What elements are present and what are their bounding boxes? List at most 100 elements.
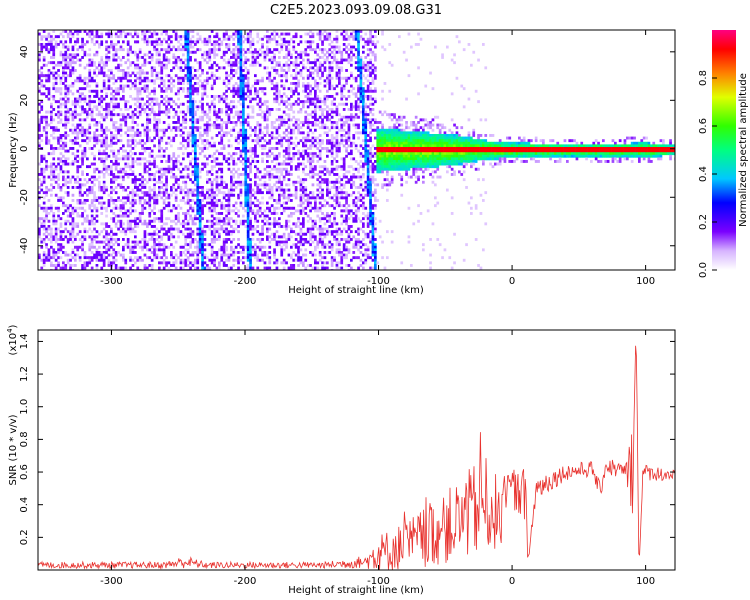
spectrogram-cell bbox=[86, 188, 89, 192]
spectrogram-cell bbox=[287, 50, 291, 54]
spectrogram-cell bbox=[213, 227, 216, 231]
spectrogram-cell bbox=[174, 162, 178, 166]
spectrogram-cell bbox=[172, 227, 176, 231]
spectrogram-cell bbox=[263, 222, 267, 226]
spectrogram-cell bbox=[182, 102, 185, 106]
spectrogram-cell bbox=[90, 118, 94, 122]
spectrogram-cell bbox=[86, 76, 89, 80]
spectrogram-cell bbox=[186, 61, 190, 65]
spectrogram-cell bbox=[110, 186, 113, 189]
spectrogram-cell bbox=[311, 183, 315, 187]
spectrogram-cell bbox=[66, 97, 70, 101]
spectrogram-cell bbox=[167, 170, 171, 174]
spectrogram-cell bbox=[57, 256, 60, 260]
spectrogram-cell bbox=[186, 167, 190, 171]
spectrogram-cell bbox=[134, 178, 137, 182]
spectrogram-cell bbox=[54, 89, 58, 93]
spectrogram-cell bbox=[150, 245, 154, 249]
spectrogram-cell bbox=[239, 63, 243, 67]
spectrogram-cell bbox=[254, 251, 257, 254]
spectrogram-cell bbox=[107, 173, 111, 176]
spectrogram-cell bbox=[249, 222, 252, 226]
spectrogram-cell bbox=[210, 225, 214, 228]
spectrogram-cell bbox=[220, 183, 224, 187]
spectrogram-cell bbox=[59, 136, 63, 140]
spectrogram-cell bbox=[174, 92, 178, 96]
spectrogram-cell bbox=[126, 53, 130, 57]
spectrogram-cell bbox=[83, 76, 87, 80]
spectrogram-cell bbox=[287, 196, 291, 200]
spectrogram-cell bbox=[155, 118, 159, 122]
spectrogram-cell bbox=[196, 92, 200, 96]
spectrogram-cell bbox=[124, 108, 128, 111]
spectrogram-cell bbox=[242, 183, 245, 187]
spectrogram-cell bbox=[95, 251, 99, 254]
spectrogram-cell bbox=[302, 193, 305, 197]
spectrogram-cell bbox=[110, 196, 113, 200]
spectrogram-cell bbox=[294, 118, 298, 122]
spectrogram-cell bbox=[117, 35, 120, 39]
spectrogram-cell bbox=[134, 160, 137, 163]
spectrogram-cell bbox=[239, 154, 243, 158]
spectrogram-cell bbox=[138, 162, 142, 166]
spectrogram-cell bbox=[304, 84, 308, 88]
spectrogram-cell bbox=[88, 186, 92, 189]
spectrogram-cell bbox=[146, 136, 149, 140]
spectrogram-cell bbox=[134, 102, 137, 106]
spectrogram-cell bbox=[38, 204, 41, 208]
spectrogram-cell bbox=[160, 110, 164, 114]
spectrogram-cell bbox=[78, 92, 82, 96]
spectrogram-cell bbox=[210, 84, 214, 88]
spectrogram-cell bbox=[57, 261, 60, 265]
spectrogram-cell bbox=[242, 95, 245, 98]
spectrogram-cell bbox=[138, 66, 142, 70]
spectrogram-cell bbox=[196, 201, 200, 205]
spectrogram-cell bbox=[246, 188, 250, 192]
spectrogram-cell bbox=[182, 139, 185, 143]
spectrogram-cell bbox=[47, 238, 51, 241]
spectrogram-cell bbox=[213, 204, 216, 208]
spectrogram-cell bbox=[254, 128, 257, 132]
spectrogram-cell bbox=[148, 256, 152, 260]
spectrogram-cell bbox=[153, 245, 156, 249]
spectrogram-cell bbox=[143, 87, 147, 91]
spectrogram-cell bbox=[189, 217, 192, 221]
figure-title: C2E5.2023.093.09.08.G31 bbox=[270, 3, 442, 18]
spectrogram-cell bbox=[268, 71, 272, 75]
spectrogram-cell bbox=[239, 79, 243, 83]
spectrogram-cell bbox=[196, 253, 200, 257]
spectrogram-cell bbox=[280, 123, 284, 127]
spectrogram-cell bbox=[107, 79, 111, 83]
spectrogram-cell bbox=[146, 240, 149, 244]
spectrogram-cell bbox=[136, 115, 140, 119]
spectrogram-cell bbox=[155, 48, 159, 52]
spectrogram-cell bbox=[239, 204, 243, 208]
spectrogram-cell bbox=[100, 144, 104, 148]
spectrogram-cell bbox=[162, 37, 166, 41]
spectrogram-cell bbox=[297, 149, 300, 153]
spectrogram-cell bbox=[165, 180, 168, 184]
spectrogram-cell bbox=[160, 186, 164, 189]
spectrogram-cell bbox=[256, 188, 260, 192]
spectrogram-cell bbox=[299, 204, 303, 208]
spectrogram-cell bbox=[206, 157, 209, 161]
spectrogram-cell bbox=[227, 35, 231, 39]
spectrogram-cell bbox=[206, 219, 209, 223]
spectrogram-cell bbox=[249, 100, 252, 104]
spectrogram-cell bbox=[124, 71, 128, 75]
spectrogram-cell bbox=[290, 53, 293, 57]
spectrogram-cell bbox=[215, 230, 219, 234]
spectrogram-cell bbox=[174, 165, 178, 169]
spectrogram-cell bbox=[90, 40, 94, 44]
spectrogram-cell bbox=[230, 100, 233, 104]
spectrogram-cell bbox=[297, 165, 300, 169]
spectrogram-cell bbox=[86, 173, 89, 176]
spectrogram-cell bbox=[172, 61, 176, 65]
spectrogram-cell bbox=[114, 66, 118, 70]
spectrogram-cell bbox=[251, 50, 255, 54]
spectrogram-cell bbox=[170, 225, 173, 228]
spectrogram-cell bbox=[210, 245, 214, 249]
spectrogram-cell bbox=[201, 212, 204, 215]
spectrogram-cell bbox=[59, 105, 63, 109]
spectrogram-cell bbox=[242, 261, 245, 265]
